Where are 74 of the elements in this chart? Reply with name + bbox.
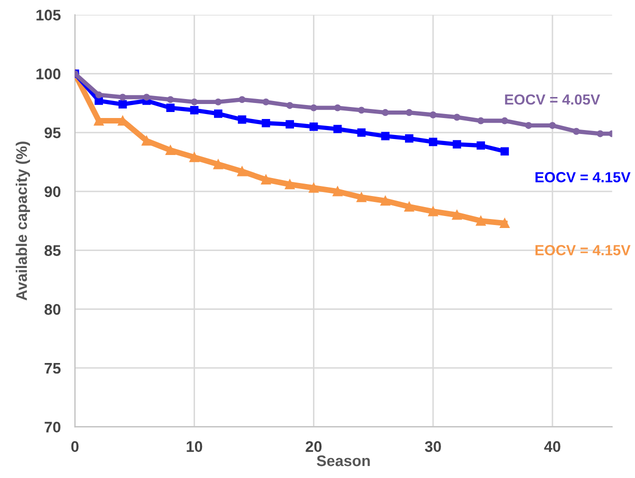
point — [428, 206, 438, 216]
point — [286, 102, 294, 109]
x-tick-label: 40 — [544, 441, 560, 452]
point — [406, 109, 413, 116]
point — [119, 94, 126, 101]
y-tick-label: 100 — [36, 68, 60, 80]
point — [94, 116, 104, 126]
point — [214, 110, 222, 118]
point — [262, 118, 270, 128]
point — [118, 100, 127, 108]
y-axis-title: Available capacity (%) — [16, 142, 30, 300]
point — [452, 210, 462, 220]
point — [405, 134, 414, 143]
point — [238, 96, 246, 104]
y-tick-label: 80 — [44, 304, 60, 315]
point — [476, 141, 485, 150]
y-tick-label: 95 — [44, 127, 61, 138]
point — [476, 216, 486, 226]
point — [214, 98, 222, 106]
point — [404, 202, 414, 212]
point — [356, 192, 366, 202]
point — [382, 109, 389, 116]
x-tick-label: 0 — [71, 441, 79, 452]
point — [428, 138, 438, 146]
series-label: EOCV = 4.05V — [505, 94, 600, 105]
point — [572, 128, 580, 135]
point — [142, 136, 152, 146]
y-tick-label: 90 — [44, 186, 60, 198]
point — [308, 183, 319, 193]
y-tick-label: 85 — [44, 245, 61, 256]
point — [143, 94, 150, 101]
point — [189, 152, 200, 162]
point — [238, 115, 246, 124]
point — [500, 147, 509, 156]
point — [261, 174, 271, 184]
point — [310, 122, 318, 131]
point — [310, 104, 318, 112]
point — [596, 130, 604, 138]
point — [333, 124, 342, 134]
x-tick-label: 30 — [424, 441, 441, 452]
point — [332, 186, 342, 196]
y-tick-label: 105 — [36, 10, 61, 21]
point — [380, 196, 390, 206]
point — [286, 120, 294, 128]
point — [190, 106, 198, 114]
point — [262, 98, 270, 106]
point — [477, 117, 484, 124]
y-tick-label: 75 — [44, 363, 61, 374]
point — [213, 159, 224, 170]
point — [452, 140, 462, 148]
point — [166, 96, 174, 104]
point — [357, 128, 366, 137]
text: EOCV = 4.15V — [536, 245, 631, 256]
point — [190, 98, 198, 106]
point — [358, 106, 365, 114]
point — [166, 145, 176, 156]
point — [525, 122, 532, 129]
x-tick-label: 10 — [186, 441, 202, 452]
point — [166, 104, 175, 112]
point — [95, 91, 102, 98]
point — [500, 218, 510, 228]
point — [237, 166, 247, 176]
point — [334, 104, 342, 112]
point — [501, 117, 508, 124]
text: EOCV = 4.15V — [536, 172, 631, 182]
point — [381, 132, 390, 140]
point — [548, 122, 556, 129]
point — [284, 179, 295, 190]
y-tick-label: 70 — [44, 422, 60, 433]
x-axis-title: Season — [316, 455, 370, 466]
point — [453, 114, 460, 121]
point — [430, 111, 437, 118]
x-tick-label: 20 — [306, 441, 322, 452]
point — [94, 96, 103, 105]
